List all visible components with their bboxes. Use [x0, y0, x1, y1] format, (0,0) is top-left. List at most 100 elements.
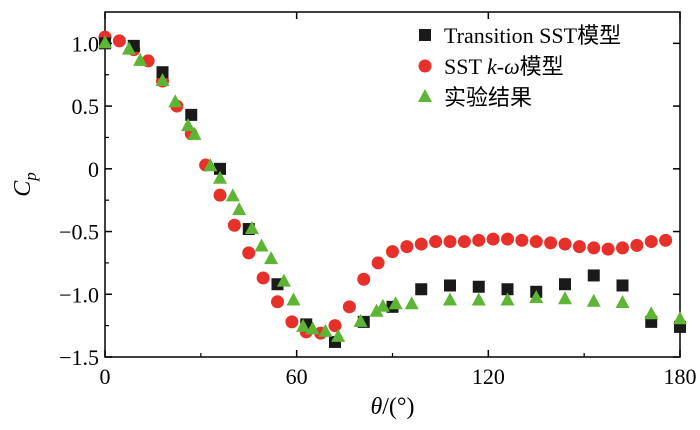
legend-label: Transition SST模型 [444, 23, 621, 48]
square-point [616, 279, 629, 292]
y-tick-label: 0 [88, 157, 99, 182]
circle-point [386, 245, 399, 259]
circle-point [544, 236, 558, 250]
triangle-point [586, 293, 601, 307]
circle-point [112, 34, 126, 48]
y-tick-label: 1.0 [72, 31, 100, 56]
square-point [156, 66, 169, 79]
x-axis-unit: /(°) [382, 394, 414, 420]
triangle-point [254, 238, 269, 252]
circle-point [515, 233, 529, 247]
triangle-point [155, 72, 170, 86]
circle-point [558, 237, 572, 251]
circle-point [256, 271, 270, 285]
triangle-point [558, 291, 572, 305]
circle-point [242, 246, 256, 260]
triangle-point [121, 41, 136, 55]
circle-point [285, 315, 299, 329]
triangle-point [187, 126, 202, 140]
circle-point [457, 235, 471, 249]
triangle-point [168, 94, 183, 108]
triangle-point [375, 298, 390, 312]
triangle-point [388, 296, 403, 310]
circle-point [227, 218, 241, 232]
circle-point [501, 232, 514, 246]
triangle-point [500, 292, 515, 306]
triangle-point [133, 52, 148, 66]
y-tick-label: −1.0 [59, 282, 99, 307]
series-circle [98, 30, 673, 340]
circle-point [371, 256, 385, 270]
legend-marker-triangle [418, 88, 432, 102]
circle-point [572, 240, 586, 254]
triangle-point [644, 306, 659, 320]
triangle-point [98, 35, 112, 49]
triangle-point [529, 289, 544, 303]
x-axis-title: θ/(°) [370, 394, 414, 420]
circle-point [601, 242, 615, 256]
circle-point [414, 237, 428, 251]
triangle-point [305, 321, 320, 335]
legend-label: 实验结果 [444, 85, 532, 110]
legend-marker-circle [418, 59, 432, 73]
triangle-point [213, 170, 227, 184]
circle-point [443, 235, 457, 249]
triangle-point [296, 318, 311, 332]
y-axis-subscript: p [21, 172, 40, 182]
axis-titles: θ/(°) Cp [10, 172, 415, 420]
triangle-point [404, 296, 419, 310]
circle-point [271, 295, 284, 309]
circle-point [486, 232, 500, 246]
triangle-point [264, 251, 279, 265]
square-point [185, 108, 198, 121]
circle-point [342, 300, 356, 314]
square-point [587, 269, 600, 282]
y-tick-label: 0.5 [72, 94, 100, 119]
x-tick-label: 180 [664, 364, 697, 389]
legend-label-part: 模型 [520, 54, 564, 79]
data-points [98, 30, 687, 348]
x-tick-label: 120 [472, 364, 505, 389]
triangle-point [225, 188, 240, 202]
circle-point [213, 188, 227, 202]
legend-label-part: 实验结果 [444, 85, 532, 110]
x-tick-label: 60 [286, 364, 308, 389]
triangle-point [276, 273, 291, 287]
series-square [99, 37, 686, 348]
triangle-point [369, 303, 384, 317]
legend-label-part: k-ω [487, 54, 520, 79]
triangle-point [615, 294, 630, 308]
legend-label-part: SST [444, 54, 487, 79]
y-tick-label: −0.5 [59, 220, 99, 245]
axis-ticks: 0 60 120 180 1.0 0.5 0 −0.5 −1.0 −1.5 [59, 12, 697, 389]
circle-point [400, 240, 414, 254]
square-point [559, 278, 571, 291]
triangle-point [286, 292, 301, 306]
legend-marker-square [419, 29, 431, 41]
square-point [501, 283, 514, 296]
square-point [472, 280, 485, 293]
y-tick-label: −1.5 [59, 345, 99, 370]
circle-point [357, 272, 371, 286]
triangle-point [232, 202, 247, 216]
circle-point [429, 235, 443, 249]
triangle-point [471, 292, 486, 306]
triangle-point [203, 158, 218, 172]
legend-label: SST k-ω模型 [444, 54, 564, 79]
y-axis-variable: C [10, 180, 36, 197]
triangle-point [244, 220, 259, 234]
circle-point [529, 235, 543, 249]
square-point [444, 279, 456, 292]
triangle-point [353, 313, 368, 327]
circle-point [472, 233, 486, 247]
circle-point [328, 319, 342, 333]
triangle-point [331, 328, 346, 342]
circle-point [587, 241, 601, 255]
square-point [214, 162, 226, 175]
triangle-point [673, 311, 687, 325]
y-axis-title: Cp [10, 172, 40, 197]
legend-label-part: Transition SST模型 [444, 23, 621, 48]
triangle-point [443, 292, 457, 306]
